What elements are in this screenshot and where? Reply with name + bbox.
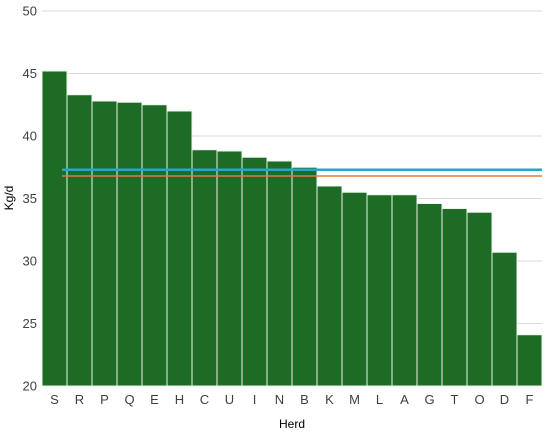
x-tick-label: P (100, 392, 109, 407)
x-tick-label: M (349, 392, 360, 407)
x-tick-label: K (325, 392, 334, 407)
y-axis-title: Kg/d (2, 186, 16, 211)
x-axis-title: Herd (279, 417, 305, 431)
bar-T (441, 208, 468, 387)
x-tick-label: B (300, 392, 309, 407)
x-tick-label: I (253, 392, 257, 407)
bar-C (191, 149, 218, 387)
bar-P (91, 100, 118, 387)
bar-S (41, 70, 68, 387)
x-tick-label: O (474, 392, 484, 407)
bar-Q (116, 101, 143, 387)
bar-O (466, 211, 493, 387)
bar-L (366, 194, 393, 387)
x-tick-label: G (424, 392, 434, 407)
y-tick-label: 25 (23, 316, 37, 331)
x-tick-label: R (75, 392, 84, 407)
y-tick-label: 45 (23, 66, 37, 81)
x-tick-label: S (50, 392, 59, 407)
bar-A (391, 194, 418, 387)
bar-U (216, 150, 243, 387)
y-tick-label: 35 (23, 191, 37, 206)
x-tick-label: Q (124, 392, 134, 407)
x-tick-label: T (451, 392, 459, 407)
bar-F (516, 334, 543, 387)
bar-M (341, 191, 368, 387)
x-tick-label: U (225, 392, 234, 407)
bar-D (491, 251, 518, 387)
y-tick-label: 30 (23, 254, 37, 269)
bar-K (316, 185, 343, 387)
x-tick-label: A (400, 392, 409, 407)
bar-G (416, 203, 443, 387)
x-tick-label: C (200, 392, 209, 407)
bar-N (266, 160, 293, 387)
bar-H (166, 110, 193, 387)
bar-I (241, 156, 268, 387)
x-tick-label: L (376, 392, 383, 407)
x-tick-label: F (526, 392, 534, 407)
y-tick-labels: 20 25 30 35 40 45 50 (23, 4, 37, 394)
bars (41, 70, 543, 387)
bar-B (291, 166, 318, 387)
y-tick-label: 40 (23, 129, 37, 144)
y-tick-label: 20 (23, 379, 37, 394)
reference-lines (62, 168, 542, 177)
x-tick-label: D (500, 392, 509, 407)
bar-E (141, 104, 168, 387)
x-tick-label: H (175, 392, 184, 407)
bar-R (66, 94, 93, 387)
x-tick-label: E (150, 392, 159, 407)
y-tick-label: 50 (23, 4, 37, 19)
x-tick-label: N (275, 392, 284, 407)
